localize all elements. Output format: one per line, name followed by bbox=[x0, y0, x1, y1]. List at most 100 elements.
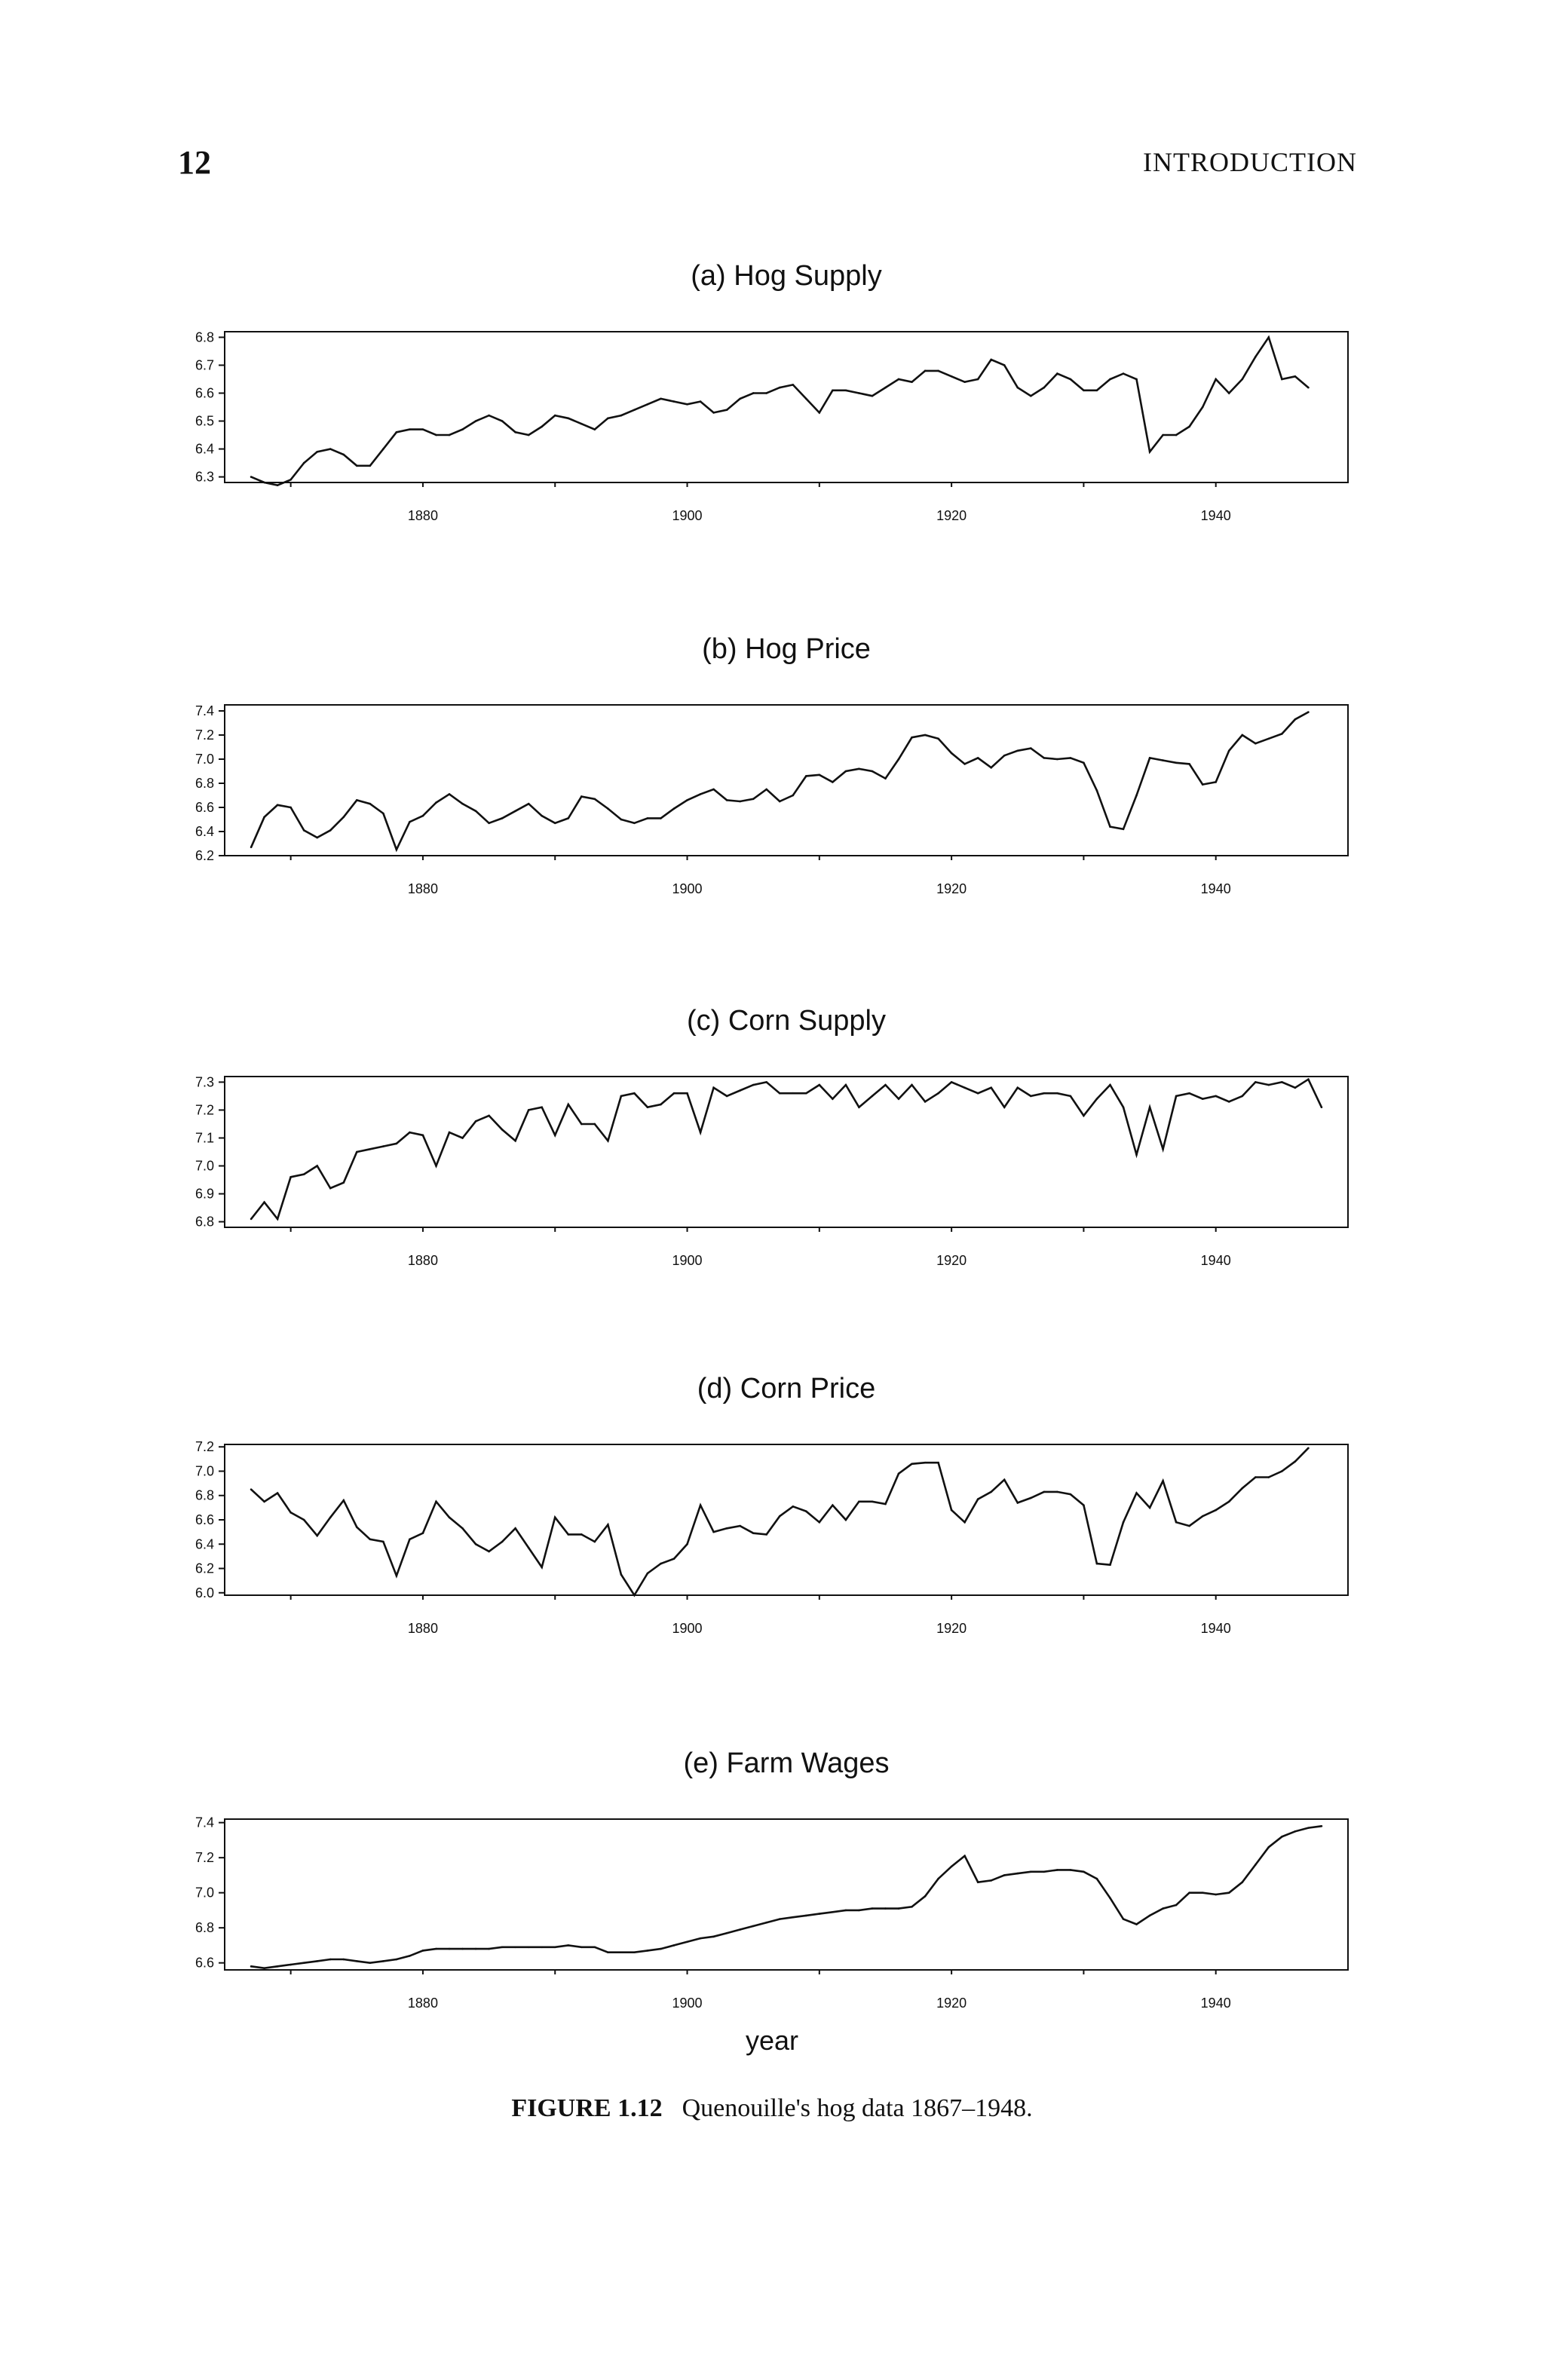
data-point bbox=[778, 800, 781, 803]
data-point bbox=[884, 1083, 887, 1086]
x-tick-label: 1920 bbox=[936, 881, 967, 896]
data-point bbox=[1281, 1835, 1283, 1838]
data-point bbox=[832, 1504, 834, 1506]
data-point bbox=[567, 417, 570, 420]
data-point bbox=[461, 1137, 464, 1139]
data-point bbox=[1201, 1515, 1204, 1518]
data-point bbox=[1162, 1907, 1164, 1910]
data-point bbox=[686, 1940, 688, 1944]
data-point bbox=[461, 802, 464, 805]
data-point bbox=[646, 1950, 649, 1952]
data-point bbox=[1227, 392, 1230, 394]
data-point bbox=[527, 802, 530, 805]
data-point bbox=[1188, 425, 1190, 428]
data-point bbox=[553, 822, 556, 825]
data-point bbox=[342, 1499, 345, 1502]
y-tick-label: 7.4 bbox=[195, 703, 214, 718]
data-point bbox=[580, 795, 583, 798]
data-point bbox=[382, 1540, 384, 1543]
data-point bbox=[752, 798, 755, 801]
data-point bbox=[712, 1086, 715, 1089]
data-point bbox=[765, 1081, 768, 1083]
data-point bbox=[620, 1573, 623, 1576]
data-point bbox=[355, 464, 358, 467]
chart-corn-supply: (c) Corn Supply 7.3 7.2 7.1 7.0 6.9 6.8 1880 190… bbox=[195, 1005, 1349, 1268]
y-tick-label: 6.8 bbox=[195, 329, 214, 345]
data-point bbox=[567, 817, 570, 819]
data-point bbox=[1135, 794, 1138, 797]
data-point bbox=[897, 1472, 900, 1475]
data-point bbox=[924, 734, 927, 737]
series-line bbox=[250, 335, 1310, 487]
y-tick-label: 6.6 bbox=[195, 800, 214, 815]
data-point bbox=[1043, 757, 1046, 759]
data-point bbox=[1188, 763, 1190, 765]
data-point bbox=[1307, 1827, 1310, 1829]
data-point bbox=[382, 812, 384, 815]
data-point bbox=[369, 1962, 372, 1964]
plot-frame bbox=[224, 1076, 1349, 1228]
data-point bbox=[739, 397, 741, 400]
x-tick-label: 1940 bbox=[1201, 1996, 1231, 2011]
data-point bbox=[435, 801, 437, 804]
data-point bbox=[950, 1865, 953, 1868]
data-point bbox=[818, 1521, 821, 1524]
data-point bbox=[448, 1131, 451, 1134]
data-point bbox=[1095, 1562, 1098, 1565]
data-point bbox=[1227, 1500, 1230, 1503]
data-point bbox=[1029, 747, 1032, 749]
data-point bbox=[1162, 1480, 1164, 1482]
series-line bbox=[250, 1447, 1310, 1597]
x-tick-label: 1880 bbox=[408, 1253, 438, 1268]
data-point bbox=[316, 1165, 319, 1167]
data-point bbox=[1083, 389, 1085, 392]
data-point bbox=[1254, 1864, 1257, 1866]
data-point bbox=[1188, 1092, 1190, 1095]
x-tick-label: 1900 bbox=[672, 508, 703, 523]
data-point bbox=[660, 1562, 662, 1565]
data-point bbox=[488, 1114, 490, 1117]
data-point bbox=[1162, 1147, 1164, 1150]
data-point bbox=[937, 1877, 939, 1880]
data-point bbox=[1241, 1487, 1244, 1490]
data-point bbox=[818, 412, 821, 414]
data-point bbox=[355, 799, 358, 801]
data-point bbox=[263, 1201, 265, 1203]
data-point bbox=[739, 800, 741, 803]
chart-hog-price: (b) Hog Price 7.4 7.2 7.0 6.8 6.6 6.4 6.2 1880 19… bbox=[195, 633, 1349, 896]
data-point bbox=[792, 384, 795, 386]
plot-frame bbox=[224, 331, 1349, 483]
data-point bbox=[765, 1533, 768, 1536]
data-point bbox=[818, 1913, 821, 1915]
data-point bbox=[501, 1946, 504, 1949]
data-point bbox=[646, 817, 649, 819]
series-line bbox=[250, 711, 1310, 853]
data-point bbox=[474, 1120, 477, 1123]
data-point bbox=[1148, 1106, 1151, 1109]
data-point bbox=[553, 1516, 556, 1519]
data-point bbox=[1122, 828, 1125, 831]
data-point bbox=[553, 1134, 556, 1137]
x-tick-label: 1900 bbox=[672, 1996, 703, 2011]
data-point bbox=[1056, 1092, 1058, 1095]
data-point bbox=[778, 1918, 781, 1920]
data-point bbox=[342, 1181, 345, 1184]
data-point bbox=[620, 1951, 623, 1954]
data-point bbox=[884, 1502, 887, 1505]
panel-title: (c) Corn Supply bbox=[687, 1005, 886, 1037]
data-point bbox=[302, 1173, 305, 1175]
data-point bbox=[725, 1931, 728, 1934]
data-point bbox=[844, 1083, 847, 1086]
data-point bbox=[976, 1498, 979, 1500]
data-point bbox=[1188, 1891, 1190, 1894]
data-point bbox=[633, 1951, 636, 1954]
data-point bbox=[672, 807, 676, 810]
x-tick-label: 1940 bbox=[1201, 881, 1231, 896]
data-point bbox=[924, 369, 927, 372]
y-tick-label: 7.0 bbox=[195, 1885, 214, 1901]
data-point bbox=[1069, 1493, 1072, 1496]
data-point bbox=[250, 846, 253, 849]
data-point bbox=[1307, 1078, 1310, 1081]
data-point bbox=[1109, 378, 1111, 381]
data-point bbox=[421, 1134, 424, 1137]
